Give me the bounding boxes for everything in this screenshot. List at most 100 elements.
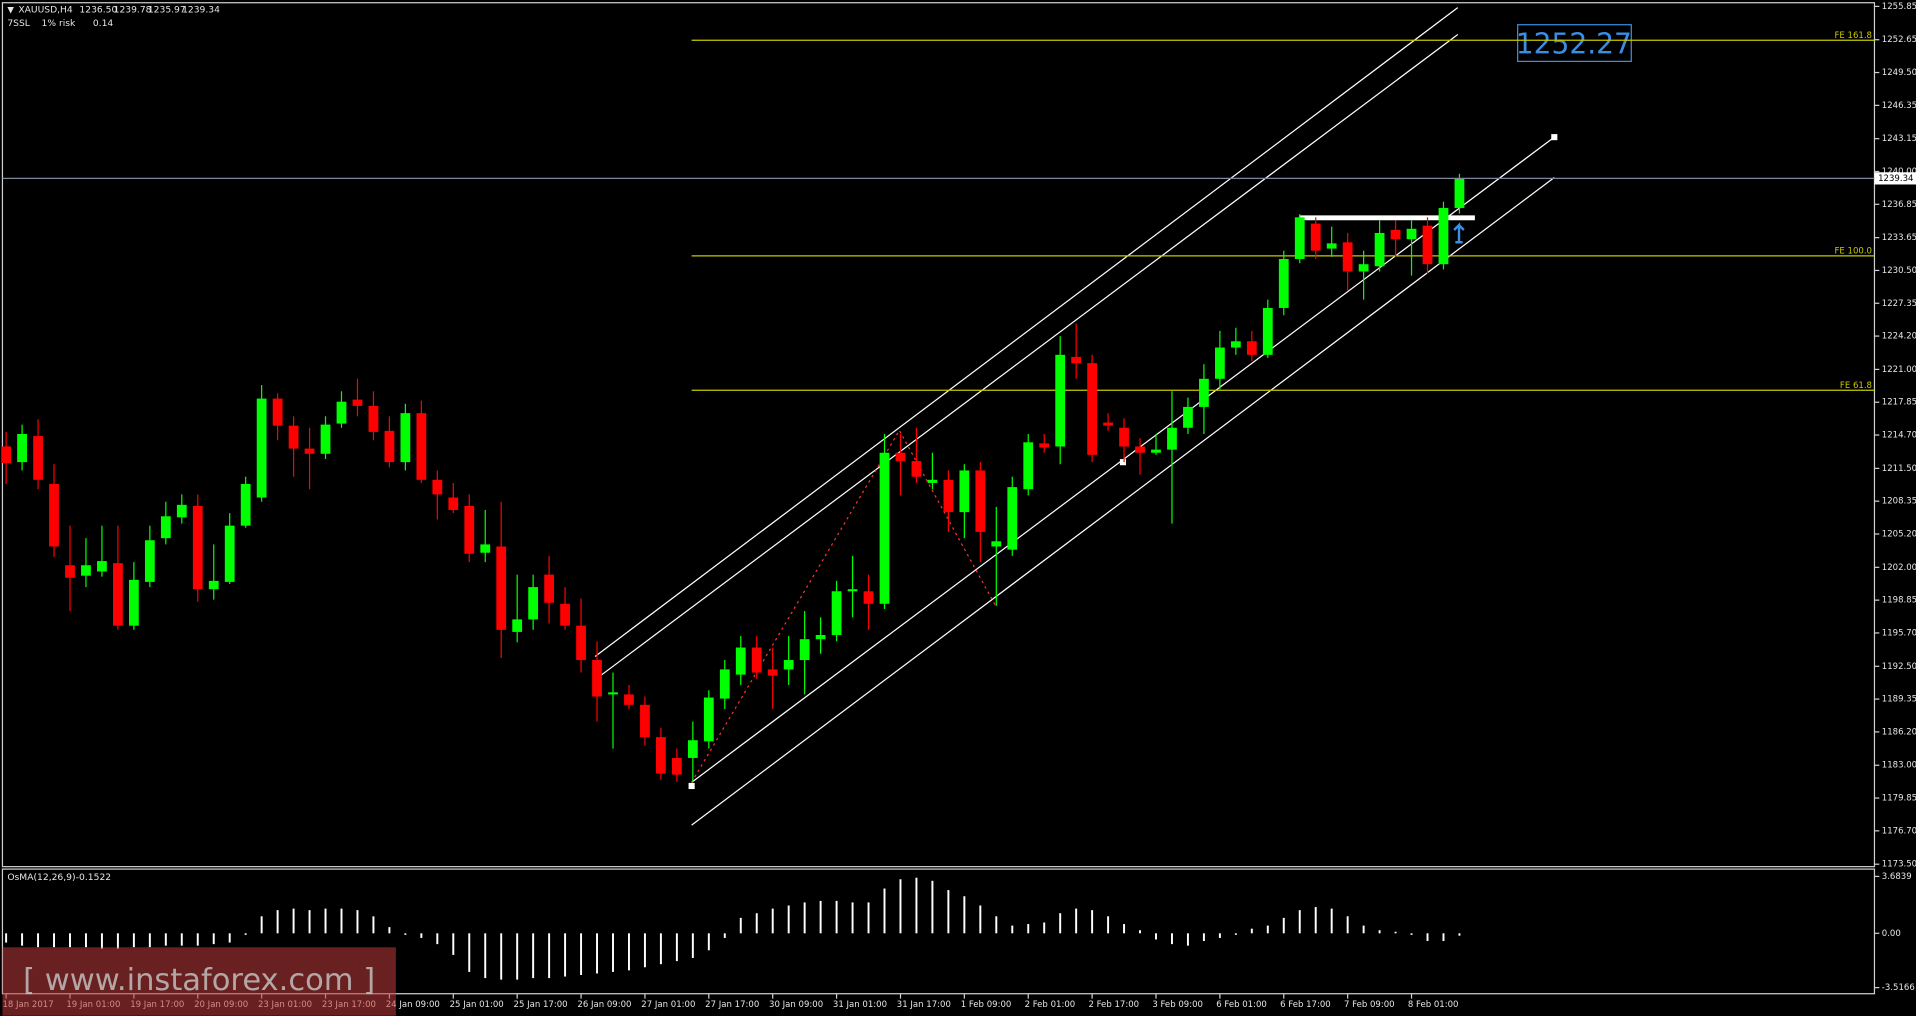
- y-tick-label: 1224.20: [1882, 332, 1916, 342]
- candle-body: [1358, 264, 1369, 272]
- candle-body: [1390, 229, 1401, 240]
- y-tick-label: 1202.00: [1882, 563, 1916, 573]
- candle-body: [256, 398, 267, 498]
- candle-body: [1294, 217, 1305, 259]
- header-price: 1239.34: [182, 5, 220, 16]
- candle-body: [1055, 354, 1066, 447]
- candle-body: [208, 580, 219, 590]
- candle-body: [304, 448, 315, 454]
- y-tick-label: 1192.50: [1882, 662, 1916, 672]
- candle-body: [1406, 228, 1417, 240]
- candle-body: [1246, 341, 1257, 355]
- target-label: 1252.27: [1516, 27, 1632, 60]
- channel-line: [594, 34, 1459, 681]
- candle-body: [400, 413, 411, 463]
- candle-body: [671, 757, 682, 775]
- x-tick-label: 24 Jan 09:00: [386, 1000, 440, 1010]
- candle-body: [735, 647, 746, 675]
- candle-body: [352, 399, 363, 406]
- x-tick-label: 2 Feb 17:00: [1088, 1000, 1139, 1010]
- price-label: 1239.34: [1878, 174, 1913, 184]
- watermark-box: [2, 947, 396, 1016]
- candle-body: [1151, 449, 1161, 453]
- candle-body: [368, 405, 379, 432]
- candle-body: [416, 413, 427, 480]
- candle-body: [528, 587, 539, 620]
- candle-body: [384, 430, 395, 463]
- y-tick-label: 0.00: [1882, 929, 1901, 939]
- candle-body: [480, 544, 491, 553]
- candle-body: [432, 479, 443, 495]
- candle-body: [1071, 356, 1082, 364]
- candle-body: [512, 619, 523, 632]
- candle-body: [1230, 341, 1241, 348]
- y-tick-label: 1214.70: [1882, 431, 1916, 441]
- candle-body: [911, 461, 922, 477]
- fib-label: FE 100.0: [1834, 246, 1872, 256]
- candle-body: [160, 516, 171, 539]
- candle-body: [640, 704, 650, 738]
- candle-body: [1199, 378, 1209, 407]
- candle-body: [1103, 422, 1113, 426]
- watermark: [ www.instaforex.com ]: [23, 963, 375, 998]
- candle-body: [1374, 232, 1385, 267]
- candle-body: [879, 452, 890, 604]
- candle-body: [240, 483, 251, 526]
- x-tick-label: 6 Feb 17:00: [1280, 1000, 1331, 1010]
- candle-body: [927, 479, 938, 483]
- candle-body: [144, 540, 155, 582]
- candle-body: [272, 398, 283, 426]
- candle-body: [1326, 243, 1337, 249]
- header-arrow: ▼: [7, 6, 14, 16]
- candle-body: [288, 425, 299, 449]
- candle-body: [991, 541, 1002, 547]
- candle-body: [1438, 207, 1449, 265]
- fib-label: FE 61.8: [1840, 381, 1872, 391]
- indicator-name: 7SSL: [7, 18, 30, 29]
- y-tick-label: 1217.85: [1882, 398, 1916, 408]
- x-tick-label: 6 Feb 01:00: [1216, 1000, 1267, 1010]
- y-tick-label: 1243.15: [1882, 134, 1916, 144]
- candle-body: [687, 740, 698, 758]
- x-tick-label: 1 Feb 09:00: [961, 1000, 1012, 1010]
- x-tick-label: 2 Feb 01:00: [1025, 1000, 1076, 1010]
- candle-body: [1039, 443, 1050, 448]
- candle-body: [176, 504, 187, 518]
- candle-body: [1167, 427, 1177, 450]
- y-tick-label: 1211.50: [1882, 464, 1916, 474]
- candle-body: [544, 574, 555, 603]
- y-tick-label: 1236.85: [1882, 200, 1916, 210]
- candle-body: [1342, 242, 1353, 272]
- candle-body: [1310, 223, 1321, 251]
- symbol: XAUUSD,H4: [18, 5, 73, 16]
- header-price: 1235.97: [148, 5, 186, 16]
- y-tick-label: 1179.85: [1882, 794, 1916, 804]
- x-tick-label: 3 Feb 09:00: [1152, 1000, 1203, 1010]
- candle-body: [624, 694, 634, 705]
- candle-body: [49, 483, 59, 547]
- y-tick-label: 1189.35: [1882, 695, 1916, 705]
- candle-body: [751, 647, 762, 673]
- candle-body: [895, 452, 906, 462]
- channel-line: [691, 176, 1555, 826]
- anchor-point: [1119, 459, 1127, 466]
- indicator-value: 0.14: [93, 18, 114, 29]
- candle-body: [847, 589, 858, 592]
- candle-body: [767, 669, 778, 676]
- y-tick-label: 1233.65: [1882, 233, 1916, 243]
- candle-body: [224, 525, 235, 582]
- y-tick-label: 1227.35: [1882, 299, 1916, 309]
- y-tick-label: 1205.20: [1882, 529, 1916, 539]
- x-tick-label: 27 Jan 17:00: [705, 1000, 759, 1010]
- osma-current: -0.1522: [76, 872, 111, 883]
- header-price: 1239.78: [114, 5, 152, 16]
- indicator-risk: 1% risk: [42, 18, 77, 29]
- candle-body: [608, 692, 618, 695]
- y-tick-label: 1252.65: [1882, 35, 1916, 45]
- candle-body: [1422, 225, 1433, 265]
- candle-body: [192, 505, 203, 590]
- candle-body: [943, 479, 954, 513]
- y-tick-label: 1246.35: [1882, 101, 1916, 111]
